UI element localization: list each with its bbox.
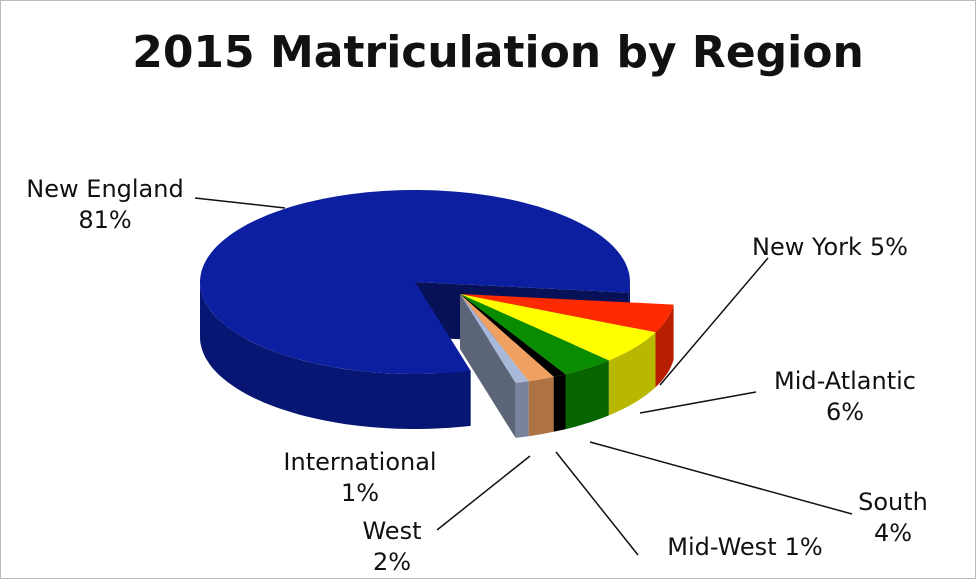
slice-side [528,376,554,437]
data-label-value: 81% [78,206,131,234]
slice [460,294,554,382]
leader-line [589,441,853,515]
slice-side [608,332,656,416]
data-label-name: South [858,488,928,516]
slice [460,294,609,375]
data-label-value: 6% [826,398,864,426]
leader-line [659,257,769,386]
slice-side [515,381,529,438]
data-label-name: Mid-West [667,533,776,561]
chart-title: 2015 Matriculation by Region [132,27,864,78]
leader-line [555,451,639,556]
data-label-name: Mid-Atlantic [774,367,916,395]
slice-side [655,304,674,388]
slice [200,190,630,374]
data-label-value: 1% [341,479,379,507]
slice-side [200,282,471,429]
data-label: Mid-West 1% [667,533,822,561]
slice-face [460,294,516,438]
data-label-name: New England [26,175,183,203]
data-label-name: New York [752,233,862,261]
slice [460,294,566,377]
data-label-name: West [362,517,421,545]
data-label-value: 4% [874,519,912,547]
data-label: New York 5% [752,233,908,261]
slice [460,294,674,333]
data-label-value: 5% [870,233,908,261]
data-label-value: 1% [785,533,823,561]
slice [460,294,529,383]
leader-line [639,391,757,414]
leader-line [194,197,286,209]
slice-side [553,374,566,432]
data-label-value: 2% [373,548,411,576]
slice [460,294,656,361]
slice-side [565,360,609,430]
leader-line [436,455,531,531]
data-label-name: International [283,448,436,476]
